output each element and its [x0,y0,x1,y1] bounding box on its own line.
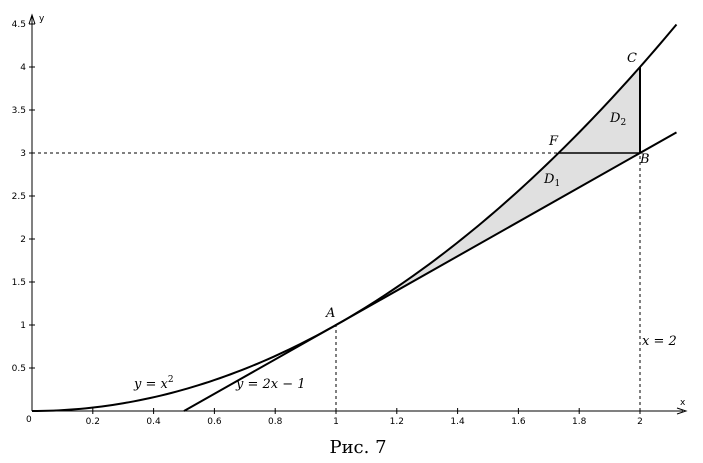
region-d2-subscript: 2 [620,118,626,128]
point-f-label: F [548,134,559,149]
dashed-guides [32,152,641,411]
y-tick-label: 3.5 [12,106,26,116]
x-tick-label: 0.4 [146,417,161,427]
x-tick-label: 0.6 [207,417,222,427]
x-axis-label: x [680,398,686,408]
y-tick-label: 4 [20,63,26,73]
y-tick-label: 0.5 [12,364,26,374]
axes: x y 0 [26,13,688,425]
y-axis-label: y [39,14,45,24]
y-tick-label: 3 [20,149,26,159]
x-tick-label: 1.4 [450,417,465,427]
parabola-label: y = x2 [133,375,174,392]
y-ticks: 0.5 1 1.5 2 2.5 3 3.5 4 4.5 [12,20,35,374]
y-tick-label: 2 [20,235,26,245]
curve-tangent-line [183,131,677,412]
region-d1-subscript: 1 [554,179,560,189]
x-tick-label: 0.2 [86,417,100,427]
y-tick-label: 4.5 [12,20,26,30]
y-axis-arrow [28,13,36,25]
x-axis-arrow [676,407,688,415]
y-tick-label: 1.5 [12,278,26,288]
point-b-label: B [639,152,650,167]
origin-label: 0 [26,415,32,425]
vertical-line-label: x = 2 [642,334,677,349]
y-tick-label: 2.5 [12,192,26,202]
x-tick-label: 2 [637,417,643,427]
x-tick-label: 0.8 [268,417,283,427]
figure-caption: Рис. 7 [329,437,386,458]
x-tick-label: 1.8 [572,417,587,427]
x-tick-label: 1.2 [390,417,404,427]
region-d1-label: D1 [543,172,560,189]
region-d2 [558,67,640,154]
point-c-label: C [627,51,637,66]
region-d2-label: D2 [609,111,626,128]
x-tick-label: 1 [333,417,339,427]
point-a-label: A [325,306,335,321]
parabola-label-exponent: 2 [168,375,174,385]
tangent-label: y = 2x − 1 [235,377,306,392]
y-tick-label: 1 [20,321,26,331]
x-tick-label: 1.6 [511,417,526,427]
curve-parabola [31,23,678,412]
x-ticks: 0.2 0.4 0.6 0.8 1 1.2 1.4 1.6 1.8 2 [86,408,643,427]
